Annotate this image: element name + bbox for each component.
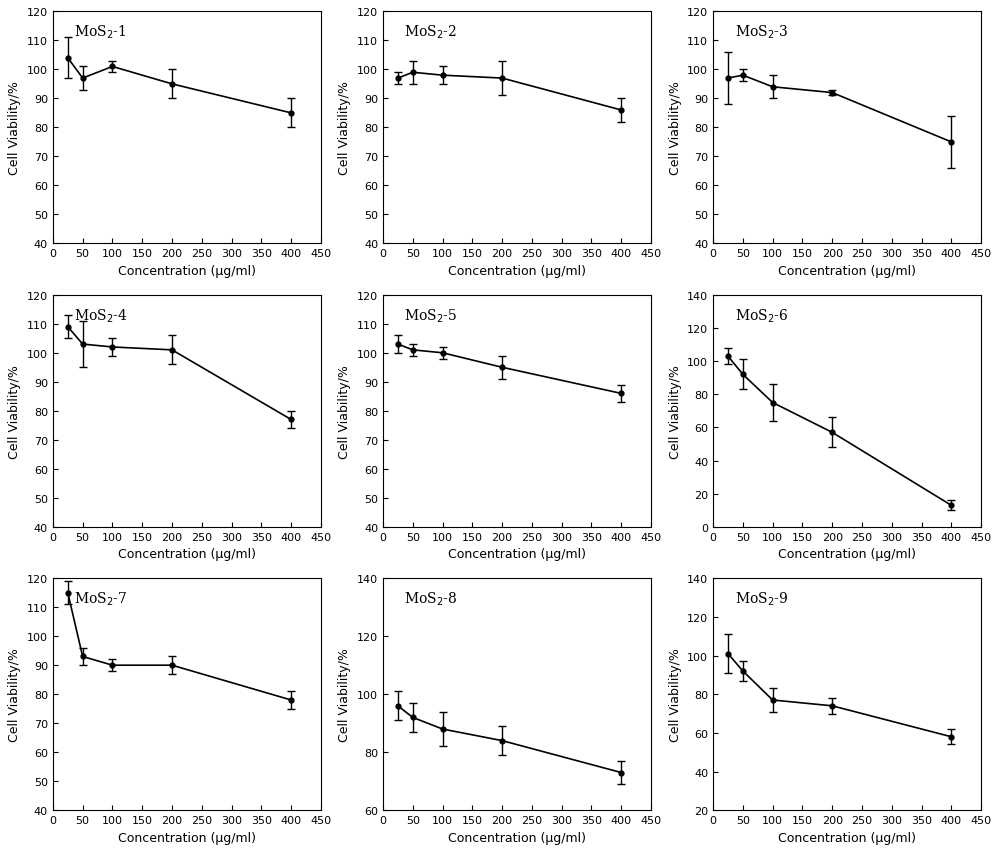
X-axis label: Concentration (μg/ml): Concentration (μg/ml) [778, 264, 916, 278]
X-axis label: Concentration (μg/ml): Concentration (μg/ml) [448, 831, 586, 843]
Y-axis label: Cell Viability/%: Cell Viability/% [338, 365, 351, 458]
Text: MoS$_2$-4: MoS$_2$-4 [74, 307, 128, 325]
Y-axis label: Cell Viability/%: Cell Viability/% [338, 648, 351, 741]
Y-axis label: Cell Viability/%: Cell Viability/% [8, 81, 21, 176]
X-axis label: Concentration (μg/ml): Concentration (μg/ml) [118, 831, 256, 843]
Y-axis label: Cell Viability/%: Cell Viability/% [669, 81, 682, 176]
X-axis label: Concentration (μg/ml): Concentration (μg/ml) [778, 831, 916, 843]
Text: MoS$_2$-8: MoS$_2$-8 [404, 590, 458, 607]
Text: MoS$_2$-5: MoS$_2$-5 [404, 307, 458, 325]
Text: MoS$_2$-9: MoS$_2$-9 [735, 590, 788, 607]
Text: MoS$_2$-3: MoS$_2$-3 [735, 24, 788, 41]
Text: MoS$_2$-7: MoS$_2$-7 [74, 590, 128, 607]
X-axis label: Concentration (μg/ml): Concentration (μg/ml) [118, 548, 256, 561]
Y-axis label: Cell Viability/%: Cell Viability/% [669, 648, 682, 741]
Text: MoS$_2$-1: MoS$_2$-1 [74, 24, 127, 41]
X-axis label: Concentration (μg/ml): Concentration (μg/ml) [118, 264, 256, 278]
X-axis label: Concentration (μg/ml): Concentration (μg/ml) [448, 264, 586, 278]
Y-axis label: Cell Viability/%: Cell Viability/% [338, 81, 351, 176]
Y-axis label: Cell Viability/%: Cell Viability/% [8, 365, 21, 458]
X-axis label: Concentration (μg/ml): Concentration (μg/ml) [778, 548, 916, 561]
Y-axis label: Cell Viability/%: Cell Viability/% [8, 648, 21, 741]
Text: MoS$_2$-2: MoS$_2$-2 [404, 24, 457, 41]
Text: MoS$_2$-6: MoS$_2$-6 [735, 307, 788, 325]
X-axis label: Concentration (μg/ml): Concentration (μg/ml) [448, 548, 586, 561]
Y-axis label: Cell Viability/%: Cell Viability/% [669, 365, 682, 458]
